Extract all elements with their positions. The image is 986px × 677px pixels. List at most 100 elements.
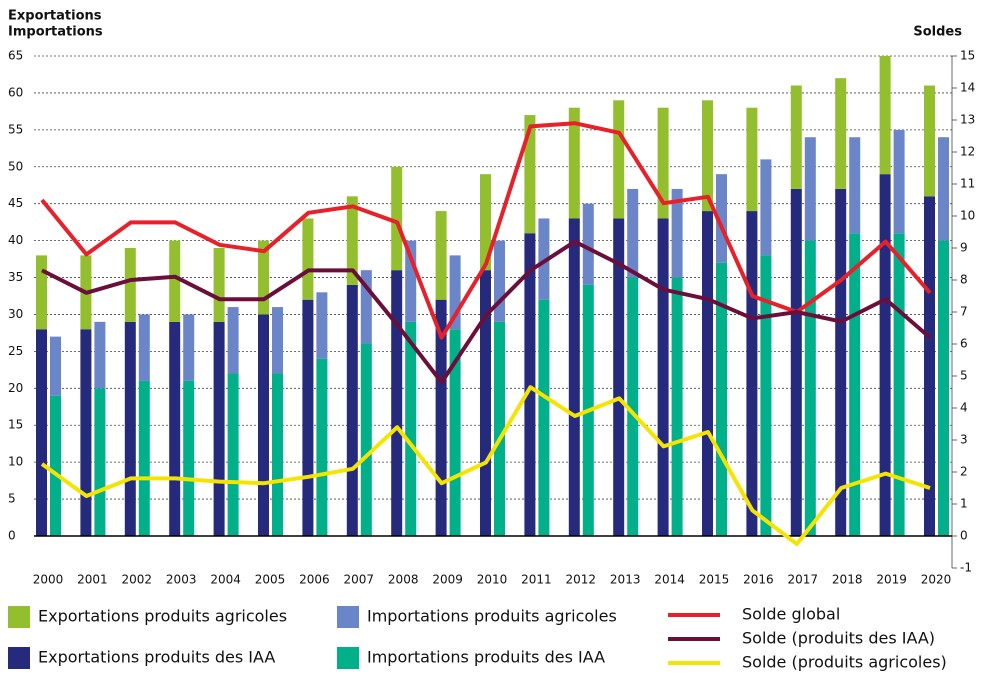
bar — [360, 270, 372, 344]
x-tick-label: 2017 — [788, 573, 819, 587]
bar — [480, 174, 491, 271]
y-tick-label: 20 — [8, 381, 23, 395]
bar — [360, 344, 372, 536]
x-tick-label: 2002 — [122, 573, 153, 587]
bar — [938, 137, 949, 241]
bar — [746, 211, 758, 537]
x-tick-label: 2011 — [521, 573, 552, 587]
bar — [480, 270, 491, 536]
y2-tick-label: 8 — [960, 273, 968, 287]
y2-tick-label: 6 — [960, 337, 968, 351]
bar — [227, 307, 239, 374]
bar — [302, 218, 314, 300]
bar — [657, 107, 669, 219]
bar — [716, 174, 727, 263]
legend-swatch — [8, 647, 30, 669]
bar — [924, 85, 935, 197]
bar — [849, 137, 861, 234]
y-tick-label: 60 — [8, 85, 23, 99]
bar — [272, 307, 283, 374]
bar — [124, 321, 136, 536]
x-tick-label: 2004 — [210, 573, 241, 587]
bar — [302, 299, 314, 536]
bar — [849, 233, 861, 536]
y-tick-label: 10 — [8, 455, 23, 469]
x-tick-label: 2019 — [876, 573, 907, 587]
bar — [169, 240, 181, 322]
legend-swatch — [337, 647, 359, 669]
bar — [627, 277, 639, 536]
y2-tick-label: 15 — [960, 49, 975, 63]
bar — [36, 255, 47, 330]
x-tick-label: 2001 — [77, 573, 108, 587]
y-tick-label: 35 — [8, 270, 23, 284]
bar — [124, 248, 136, 322]
bar — [835, 78, 847, 189]
bar — [879, 174, 891, 536]
bar — [671, 277, 683, 536]
bar — [538, 299, 550, 536]
bar — [316, 358, 328, 536]
y-tick-label: 5 — [8, 492, 16, 506]
legend-label: Solde global — [742, 605, 840, 624]
bar — [760, 159, 772, 256]
bar — [391, 166, 403, 271]
x-tick-label: 2007 — [344, 573, 375, 587]
bar — [183, 380, 195, 536]
bar — [449, 255, 461, 330]
y-axis-label: Exportations — [8, 9, 102, 24]
bar — [316, 292, 328, 359]
bar — [790, 188, 802, 536]
x-tick-label: 2015 — [699, 573, 730, 587]
bar — [435, 299, 447, 536]
bar — [138, 380, 150, 536]
y2-tick-label: 0 — [960, 529, 968, 543]
bar — [346, 284, 358, 536]
bar — [169, 321, 181, 536]
line — [40, 121, 932, 340]
y-tick-label: 0 — [8, 529, 16, 543]
y-tick-label: 40 — [8, 233, 23, 247]
bar — [213, 321, 225, 536]
bar — [346, 196, 358, 285]
x-tick-label: 2012 — [566, 573, 597, 587]
x-tick-label: 2000 — [33, 573, 64, 587]
bar — [494, 321, 505, 536]
bar — [183, 314, 195, 381]
x-tick-label: 2020 — [921, 573, 952, 587]
bar — [227, 373, 239, 536]
bar — [405, 321, 417, 536]
y-tick-label: 65 — [8, 49, 23, 63]
bar — [213, 248, 225, 322]
y2-tick-label: -1 — [960, 561, 972, 575]
bar — [671, 188, 683, 278]
legend-label: Importations produits des IAA — [367, 648, 605, 667]
x-tick-label: 2003 — [166, 573, 197, 587]
x-tick-label: 2008 — [388, 573, 419, 587]
y2-tick-label: 5 — [960, 369, 968, 383]
legend-label: Importations produits agricoles — [367, 607, 617, 626]
x-tick-label: 2013 — [610, 573, 641, 587]
bar — [524, 233, 536, 536]
x-tick-label: 2010 — [477, 573, 508, 587]
y2-tick-label: 9 — [960, 241, 968, 255]
bar — [760, 255, 772, 536]
bar — [258, 240, 269, 315]
bar — [50, 395, 61, 536]
bar — [702, 211, 713, 537]
legend-swatch — [337, 606, 359, 628]
bar — [804, 137, 816, 241]
bar — [94, 388, 106, 536]
y-axis-label: Importations — [8, 25, 103, 40]
legend-swatch — [8, 606, 30, 628]
bar — [657, 218, 669, 536]
bar — [746, 107, 758, 212]
y2-tick-label: 14 — [960, 81, 975, 95]
bar — [405, 240, 417, 322]
y2-axis-label: Soldes — [913, 25, 962, 40]
bar — [835, 188, 847, 536]
y2-tick-label: 4 — [960, 401, 968, 415]
x-tick-label: 2005 — [255, 573, 286, 587]
y2-tick-label: 10 — [960, 209, 975, 223]
